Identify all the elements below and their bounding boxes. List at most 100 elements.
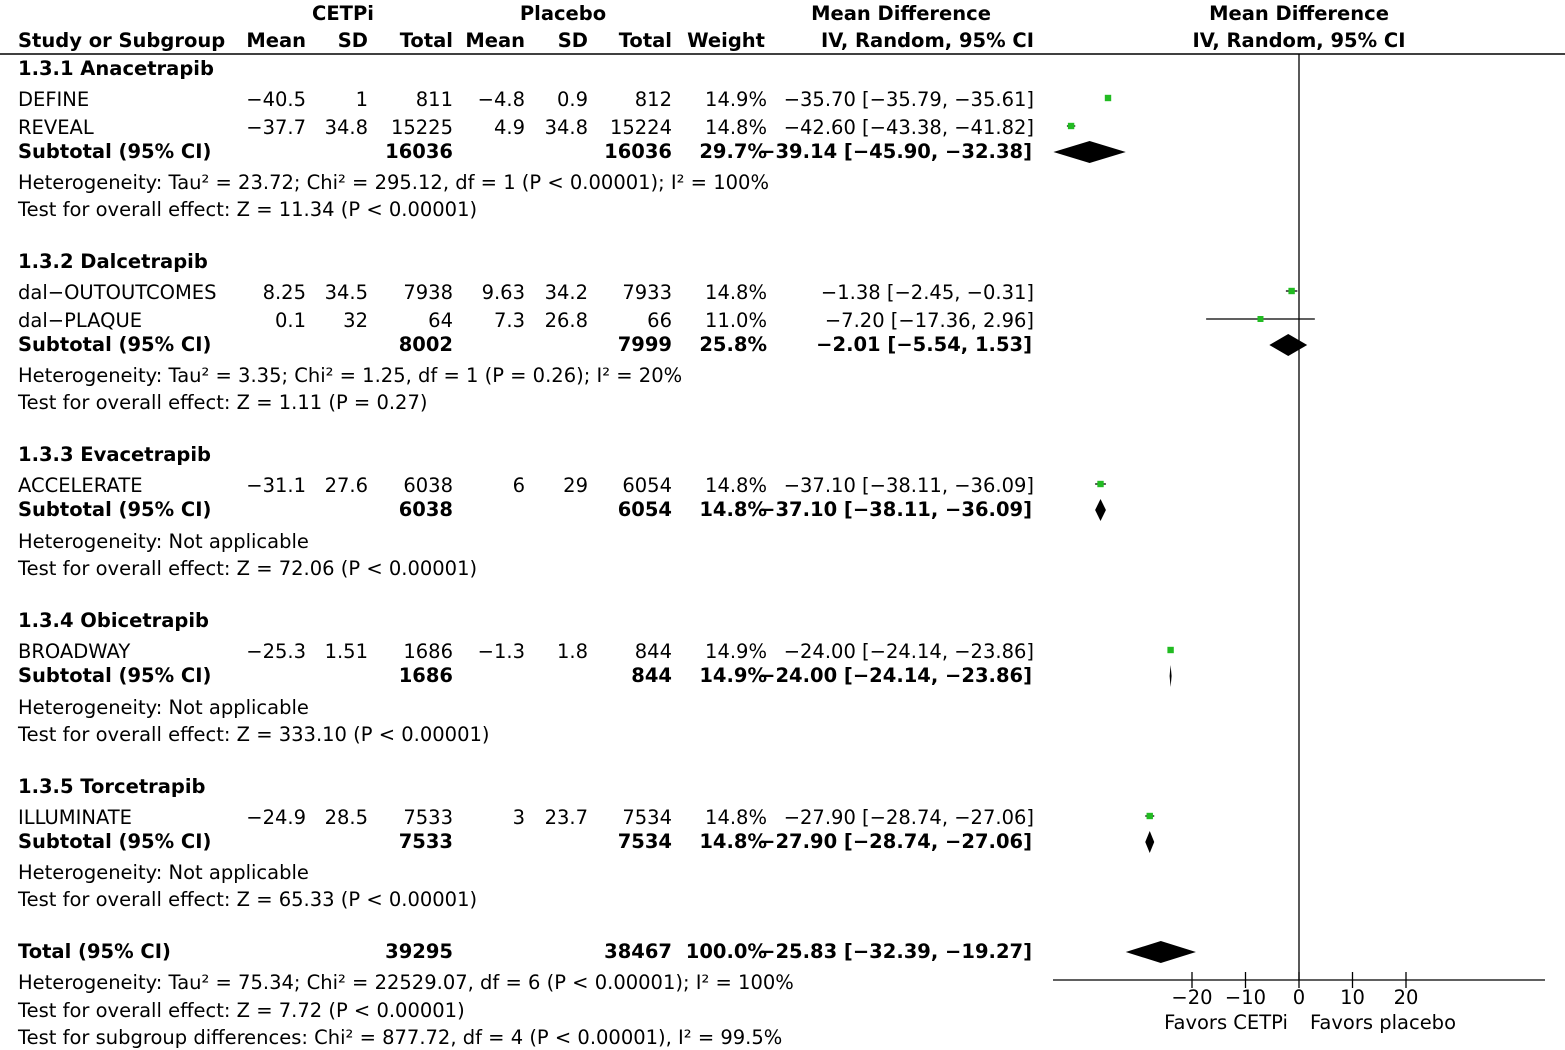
heterogeneity-text: Heterogeneity: Tau² = 23.72; Chi² = 295.… (18, 171, 769, 194)
placebo-mean: 3 (512, 806, 525, 829)
study-name: dal−PLAQUE (18, 309, 143, 332)
subtotal-label: Subtotal (95% CI) (18, 664, 212, 687)
cetpi-sd: 32 (343, 309, 368, 332)
header-ci: IV, Random, 95% CI (821, 29, 1034, 52)
overall-diamond (1125, 941, 1196, 963)
study-ci: −1.38 [−2.45, −0.31] (820, 281, 1034, 304)
x-axis-tick-label: −10 (1225, 986, 1266, 1009)
placebo-sd: 29 (563, 474, 588, 497)
placebo-mean: 6 (512, 474, 525, 497)
subtotal-diamond (1053, 141, 1126, 163)
subtotal-label: Subtotal (95% CI) (18, 140, 212, 163)
header-plot-ci: IV, Random, 95% CI (1192, 29, 1406, 52)
subtotal-placebo-total: 6054 (617, 498, 672, 521)
total-cetpi: 39295 (385, 940, 453, 963)
placebo-mean: 9.63 (481, 281, 525, 304)
subtotal-weight: 25.8% (699, 333, 767, 356)
placebo-total: 844 (634, 640, 672, 663)
study-name: ACCELERATE (18, 474, 143, 497)
overall-effect-text: Test for overall effect: Z = 333.10 (P <… (18, 723, 490, 746)
total-overall-effect-text: Test for overall effect: Z = 7.72 (P < 0… (18, 999, 465, 1022)
subtotal-diamond (1269, 334, 1308, 356)
subtotal-cetpi-total: 7533 (398, 830, 453, 853)
subtotal-diamond (1169, 665, 1172, 687)
subtotal-cetpi-total: 16036 (385, 140, 453, 163)
placebo-sd: 26.8 (544, 309, 588, 332)
overall-effect-text: Test for overall effect: Z = 65.33 (P < … (18, 888, 478, 911)
header-mean-difference: Mean Difference (811, 2, 991, 25)
header-placebo: Placebo (519, 2, 607, 25)
subgroup-title: 1.3.3 Evacetrapib (18, 443, 211, 466)
x-axis-tick-label: −20 (1171, 986, 1212, 1009)
study-ci: −37.10 [−38.11, −36.09] (783, 474, 1034, 497)
subtotal-placebo-total: 7534 (617, 830, 672, 853)
placebo-sd: 34.2 (544, 281, 588, 304)
total-ci: −25.83 [−32.39, −19.27] (759, 940, 1032, 963)
cetpi-total: 6038 (403, 474, 453, 497)
placebo-total: 66 (647, 309, 672, 332)
heterogeneity-text: Heterogeneity: Tau² = 3.35; Chi² = 1.25,… (18, 364, 683, 387)
study-name: DEFINE (18, 88, 90, 111)
subtotal-weight: 14.9% (699, 664, 767, 687)
study-marker (1257, 316, 1264, 322)
study-marker (1097, 480, 1104, 488)
study-marker (1288, 287, 1295, 295)
study-marker (1146, 812, 1153, 820)
header-cetpi: CETPi (312, 2, 374, 25)
subtotal-weight: 14.8% (699, 498, 767, 521)
favors-cetpi-label: Favors CETPi (1164, 1011, 1288, 1034)
cetpi-total: 7533 (403, 806, 453, 829)
study-ci: −7.20 [−17.36, 2.96] (824, 309, 1034, 332)
subtotal-placebo-total: 844 (631, 664, 672, 687)
x-axis-tick-label: 20 (1394, 986, 1419, 1009)
subtotal-label: Subtotal (95% CI) (18, 333, 212, 356)
placebo-sd: 34.8 (544, 116, 588, 139)
cetpi-mean: −31.1 (246, 474, 306, 497)
placebo-total: 6054 (622, 474, 672, 497)
placebo-mean: −4.8 (477, 88, 525, 111)
subgroup-differences-text: Test for subgroup differences: Chi² = 87… (18, 1026, 783, 1049)
subtotal-ci: −39.14 [−45.90, −32.38] (759, 140, 1032, 163)
study-weight: 14.9% (705, 640, 767, 663)
header-plot-mean-difference: Mean Difference (1209, 2, 1389, 25)
subtotal-cetpi-total: 1686 (398, 664, 453, 687)
heterogeneity-text: Heterogeneity: Not applicable (18, 530, 309, 553)
study-weight: 14.9% (705, 88, 767, 111)
study-ci: −27.90 [−28.74, −27.06] (783, 806, 1034, 829)
cetpi-total: 811 (415, 88, 453, 111)
cetpi-sd: 28.5 (324, 806, 368, 829)
total-placebo: 38467 (604, 940, 672, 963)
cetpi-sd: 1.51 (324, 640, 368, 663)
subgroup-title: 1.3.5 Torcetrapib (18, 775, 206, 798)
subtotal-placebo-total: 16036 (604, 140, 672, 163)
header-weight: Weight (687, 29, 765, 52)
header-mean2: Mean (465, 29, 525, 52)
study-weight: 14.8% (705, 116, 767, 139)
subtotal-label: Subtotal (95% CI) (18, 498, 212, 521)
overall-effect-text: Test for overall effect: Z = 1.11 (P = 0… (18, 391, 428, 414)
subtotal-diamond (1145, 831, 1155, 853)
cetpi-mean: −37.7 (246, 116, 306, 139)
study-name: ILLUMINATE (18, 806, 133, 829)
subtotal-label: Subtotal (95% CI) (18, 830, 212, 853)
cetpi-total: 1686 (403, 640, 453, 663)
placebo-sd: 23.7 (544, 806, 588, 829)
study-weight: 14.8% (705, 806, 767, 829)
header-sd2: SD (557, 29, 588, 52)
study-weight: 14.8% (705, 474, 767, 497)
placebo-sd: 0.9 (556, 88, 588, 111)
header-study: Study or Subgroup (18, 29, 226, 52)
cetpi-total: 64 (428, 309, 453, 332)
study-ci: −24.00 [−24.14, −23.86] (783, 640, 1034, 663)
subgroup-title: 1.3.1 Anacetrapib (18, 57, 214, 80)
total-label: Total (95% CI) (18, 940, 171, 963)
subtotal-cetpi-total: 8002 (398, 333, 453, 356)
study-marker (1104, 94, 1112, 102)
cetpi-sd: 1 (355, 88, 368, 111)
cetpi-mean: −40.5 (246, 88, 306, 111)
cetpi-mean: −24.9 (246, 806, 306, 829)
subtotal-ci: −27.90 [−28.74, −27.06] (759, 830, 1032, 853)
placebo-mean: 7.3 (493, 309, 525, 332)
cetpi-sd: 34.5 (324, 281, 368, 304)
